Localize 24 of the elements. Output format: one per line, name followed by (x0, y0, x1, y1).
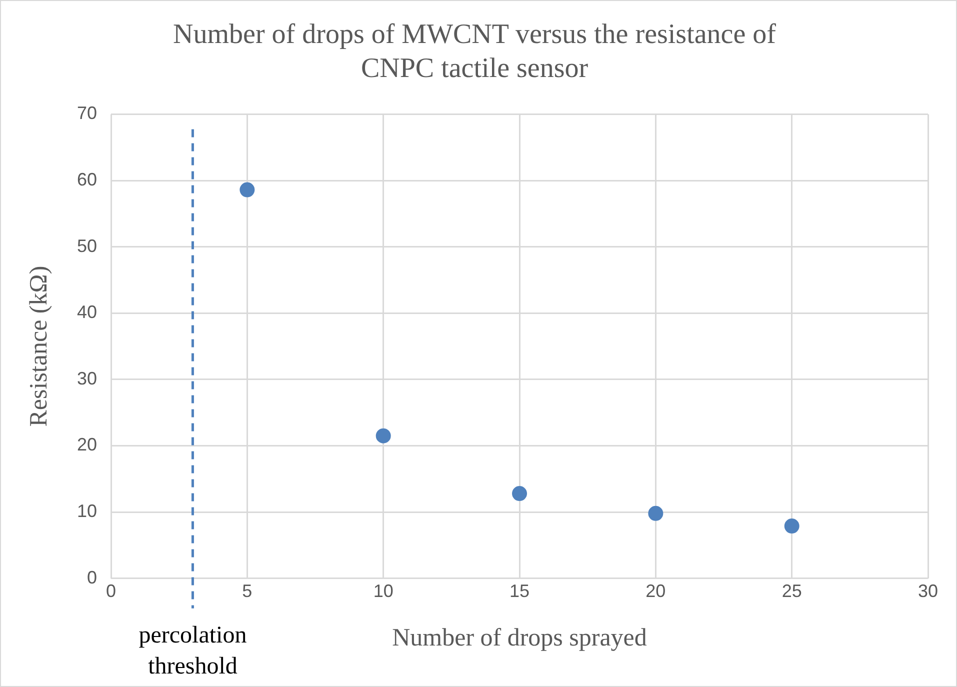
x-axis-title: Number of drops sprayed (392, 624, 648, 652)
x-tick-label: 0 (106, 581, 116, 602)
ref-line-label: percolation threshold (138, 622, 247, 680)
x-tick-label: 15 (509, 581, 530, 602)
y-tick-label: 70 (76, 103, 98, 124)
point (648, 506, 664, 521)
y-tick-label: 0 (87, 567, 98, 588)
x-tick-label: 30 (918, 581, 938, 602)
point (512, 486, 528, 502)
point (376, 428, 391, 444)
y-axis-title: Resistance (kΩ) (26, 266, 53, 427)
x-tick-label: 25 (782, 581, 802, 602)
y-tick-label: 60 (76, 169, 98, 190)
y-tick-label: 40 (76, 302, 98, 322)
point (784, 518, 800, 534)
y-tick-label: 20 (76, 434, 98, 455)
x-tick-label: 10 (373, 581, 394, 602)
y-tick-label: 50 (76, 236, 98, 256)
point (240, 182, 255, 198)
chart-title: Number of drops of MWCNT versus the resistance of CNPC tactile sensor (173, 19, 777, 84)
y-tick-label: 10 (76, 501, 98, 522)
x-tick-label: 20 (646, 581, 666, 602)
x-tick-label: 5 (242, 581, 252, 602)
y-tick-label: 30 (76, 368, 98, 388)
